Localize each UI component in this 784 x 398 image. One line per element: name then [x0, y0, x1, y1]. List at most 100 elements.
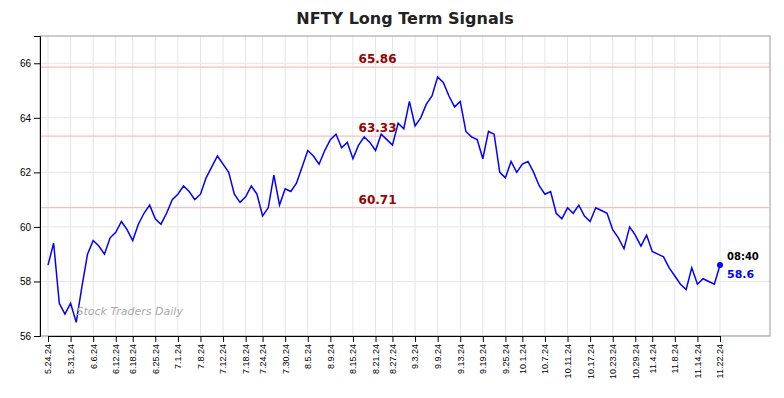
- tick-mark: [635, 336, 636, 342]
- grid-line: [460, 36, 461, 336]
- grid-line: [40, 172, 770, 173]
- grid-line: [177, 36, 178, 336]
- tick-label: 7.18.24: [241, 344, 251, 374]
- grid-line: [245, 36, 246, 336]
- tick-label: 7.12.24: [218, 344, 228, 374]
- tick-label: 7.24.24: [258, 344, 268, 374]
- signal-label: 60.71: [359, 193, 397, 207]
- tick-mark: [93, 336, 94, 342]
- tick-mark: [48, 336, 49, 342]
- tick: 60: [20, 222, 40, 233]
- tick: 10.29.24: [631, 336, 641, 379]
- tick-mark: [34, 227, 40, 228]
- tick-label: 5.24.24: [43, 344, 53, 374]
- tick-mark: [522, 336, 523, 342]
- tick: 7.24.24: [258, 336, 268, 374]
- tick-label: 62: [20, 167, 32, 178]
- tick: 8.21.24: [371, 336, 381, 374]
- tick-mark: [34, 336, 40, 337]
- tick-mark: [330, 336, 331, 342]
- grid-line: [375, 36, 376, 336]
- tick-mark: [263, 336, 264, 342]
- grid-line: [40, 117, 770, 118]
- tick: 66: [20, 58, 40, 69]
- tick-label: 10.23.24: [608, 344, 618, 379]
- tick-label: 7.8.24: [196, 344, 206, 369]
- tick: 6.18.24: [128, 336, 138, 374]
- grid-line: [200, 36, 201, 336]
- tick: 7.30.24: [281, 336, 291, 374]
- tick-label: 10.29.24: [631, 344, 641, 379]
- grid-line: [505, 36, 506, 336]
- signal-line: [40, 207, 770, 208]
- grid-line: [48, 36, 49, 336]
- tick-mark: [223, 336, 224, 342]
- tick-mark: [720, 336, 721, 342]
- grid-line: [70, 36, 71, 336]
- tick-mark: [353, 336, 354, 342]
- tick-label: 9.13.24: [456, 344, 466, 374]
- tick: 11.4.24: [648, 336, 658, 373]
- tick-mark: [34, 63, 40, 64]
- last-price-label: 58.6: [727, 268, 754, 281]
- plot-frame: [40, 36, 770, 336]
- tick-mark: [178, 336, 179, 342]
- tick-mark: [34, 172, 40, 173]
- grid: [40, 36, 770, 336]
- grid-line: [590, 36, 591, 336]
- tick-label: 6.12.24: [111, 344, 121, 374]
- axis-line: [34, 37, 41, 337]
- tick: 7.12.24: [218, 336, 228, 374]
- grid-line: [40, 63, 770, 64]
- signal-line: [40, 135, 770, 136]
- grid-line: [93, 36, 94, 336]
- tick-label: 6.18.24: [128, 344, 138, 374]
- tick-label: 11.8.24: [670, 344, 680, 373]
- tick: 62: [20, 167, 40, 178]
- tick: 11.14.24: [693, 336, 703, 378]
- tick-label: 11.4.24: [648, 344, 658, 373]
- grid-line: [352, 36, 353, 336]
- tick-mark: [438, 336, 439, 342]
- signal-label: 63.33: [359, 121, 397, 135]
- last-time-label: 08:40: [727, 251, 759, 262]
- tick-label: 11.14.24: [693, 344, 703, 378]
- tick-label: 8.27.24: [388, 344, 398, 374]
- tick-mark: [376, 336, 377, 342]
- tick: 9.9.24: [433, 336, 443, 369]
- tick-mark: [200, 336, 201, 342]
- tick-mark: [613, 336, 614, 342]
- tick: 8.27.24: [388, 336, 398, 374]
- tick-label: 6.6.24: [89, 344, 99, 369]
- tick: 7.8.24: [196, 336, 206, 369]
- tick-label: 10.11.24: [563, 344, 573, 378]
- tick-mark: [483, 336, 484, 342]
- plot: 5658606264665.24.245.31.246.6.246.12.246…: [20, 36, 770, 379]
- tick-mark: [133, 336, 134, 342]
- tick: 10.11.24: [563, 336, 573, 378]
- tick: 9.19.24: [478, 336, 488, 374]
- tick-label: 9.3.24: [410, 344, 420, 369]
- grid-line: [415, 36, 416, 336]
- tick-mark: [590, 336, 591, 342]
- tick-label: 11.22.24: [715, 344, 725, 378]
- grid-line: [522, 36, 523, 336]
- tick-label: 56: [20, 331, 32, 342]
- tick-label: 8.5.24: [303, 344, 313, 369]
- watermark: Stock Traders Daily: [77, 305, 184, 318]
- tick-label: 8.9.24: [326, 344, 336, 369]
- tick-label: 9.9.24: [433, 344, 443, 369]
- tick-mark: [34, 281, 40, 282]
- grid-line: [262, 36, 263, 336]
- grid-line: [330, 36, 331, 336]
- tick-mark: [71, 336, 72, 342]
- tick: 6.6.24: [89, 336, 99, 369]
- title: NFTY Long Term Signals: [296, 9, 513, 28]
- tick-label: 7.30.24: [281, 344, 291, 374]
- price-line: [48, 77, 720, 322]
- tick: 56: [20, 331, 40, 342]
- grid-line: [612, 36, 613, 336]
- grid-line: [223, 36, 224, 336]
- tick-mark: [285, 336, 286, 342]
- tick: 7.1.24: [173, 336, 183, 369]
